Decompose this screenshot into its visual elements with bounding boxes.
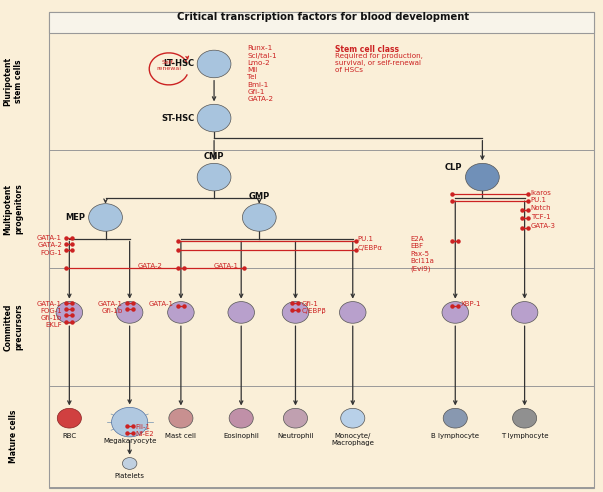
Circle shape	[513, 408, 537, 428]
Text: GATA-1
FOG-1
Gfi-1b
EKLF: GATA-1 FOG-1 Gfi-1b EKLF	[37, 301, 62, 328]
Text: ST-HSC: ST-HSC	[161, 114, 194, 123]
Circle shape	[339, 302, 366, 323]
Text: GATA-1
GATA-2
FOG-1: GATA-1 GATA-2 FOG-1	[37, 235, 62, 256]
Text: Critical transcription factors for blood development: Critical transcription factors for blood…	[177, 12, 469, 22]
Text: MEP: MEP	[66, 213, 86, 222]
Circle shape	[341, 408, 365, 428]
Circle shape	[56, 302, 83, 323]
Text: Eosinophil: Eosinophil	[223, 433, 259, 439]
Text: GATA-1: GATA-1	[149, 301, 174, 307]
Text: Self-
renewal: Self- renewal	[156, 61, 182, 71]
Circle shape	[242, 204, 276, 231]
Circle shape	[168, 302, 194, 323]
Text: PU.1: PU.1	[358, 236, 374, 242]
FancyBboxPatch shape	[49, 12, 594, 33]
Text: Runx-1
Scl/tal-1
Lmo-2
Mll
Tel
Bmi-1
Gfi-1
GATA-2: Runx-1 Scl/tal-1 Lmo-2 Mll Tel Bmi-1 Gfi…	[247, 45, 277, 102]
Circle shape	[283, 408, 308, 428]
Text: E2A
EBF
Pax-5
Bcl11a
(Evi9): E2A EBF Pax-5 Bcl11a (Evi9)	[410, 236, 434, 272]
Circle shape	[466, 163, 499, 191]
Text: GATA-1: GATA-1	[214, 263, 239, 269]
Text: Monocyte/
Macrophage: Monocyte/ Macrophage	[331, 433, 374, 446]
Circle shape	[282, 302, 309, 323]
Circle shape	[197, 50, 231, 78]
Text: XBP-1: XBP-1	[461, 301, 482, 307]
Circle shape	[122, 458, 137, 469]
Text: TCF-1: TCF-1	[531, 214, 551, 220]
Text: Required for production,
survival, or self-renewal
of HSCs: Required for production, survival, or se…	[335, 53, 423, 73]
Circle shape	[197, 163, 231, 191]
Text: Pluripotent
stem cells: Pluripotent stem cells	[4, 57, 23, 106]
Circle shape	[511, 302, 538, 323]
Text: Fli-1
Nf-E2: Fli-1 Nf-E2	[136, 424, 154, 437]
Text: PU.1: PU.1	[531, 197, 547, 203]
Circle shape	[443, 408, 467, 428]
Text: Multipotent
progenitors: Multipotent progenitors	[4, 184, 23, 235]
Text: GATA-1
Gfi-1b: GATA-1 Gfi-1b	[98, 301, 122, 314]
Circle shape	[169, 408, 193, 428]
Text: LT-HSC: LT-HSC	[163, 60, 194, 68]
Text: T lymphocyte: T lymphocyte	[501, 433, 548, 439]
Text: GMP: GMP	[248, 192, 270, 201]
Text: Neutrophil: Neutrophil	[277, 433, 314, 439]
Text: Megakaryocyte: Megakaryocyte	[103, 438, 156, 444]
Text: GATA-3: GATA-3	[531, 223, 555, 229]
Circle shape	[228, 302, 254, 323]
Text: C/EBPα: C/EBPα	[358, 245, 382, 251]
Text: Gfi-1
C/EBPβ: Gfi-1 C/EBPβ	[302, 301, 326, 314]
Text: Mature cells: Mature cells	[9, 410, 17, 463]
Text: Mast cell: Mast cell	[165, 433, 197, 439]
Circle shape	[197, 104, 231, 132]
Circle shape	[229, 408, 253, 428]
Text: Ikaros: Ikaros	[531, 190, 552, 196]
Circle shape	[89, 204, 122, 231]
Text: Notch: Notch	[531, 205, 551, 211]
Text: CMP: CMP	[204, 152, 224, 161]
Text: B lymphocyte: B lymphocyte	[431, 433, 479, 439]
Circle shape	[57, 408, 81, 428]
Circle shape	[442, 302, 469, 323]
Text: RBC: RBC	[62, 433, 77, 439]
Text: Platelets: Platelets	[115, 473, 145, 479]
FancyBboxPatch shape	[49, 12, 594, 488]
Text: Committed
precursors: Committed precursors	[4, 304, 23, 351]
Text: GATA-2: GATA-2	[138, 263, 163, 269]
Circle shape	[116, 302, 143, 323]
Text: Stem cell class: Stem cell class	[335, 45, 399, 54]
Circle shape	[112, 407, 148, 437]
Text: CLP: CLP	[445, 163, 463, 172]
